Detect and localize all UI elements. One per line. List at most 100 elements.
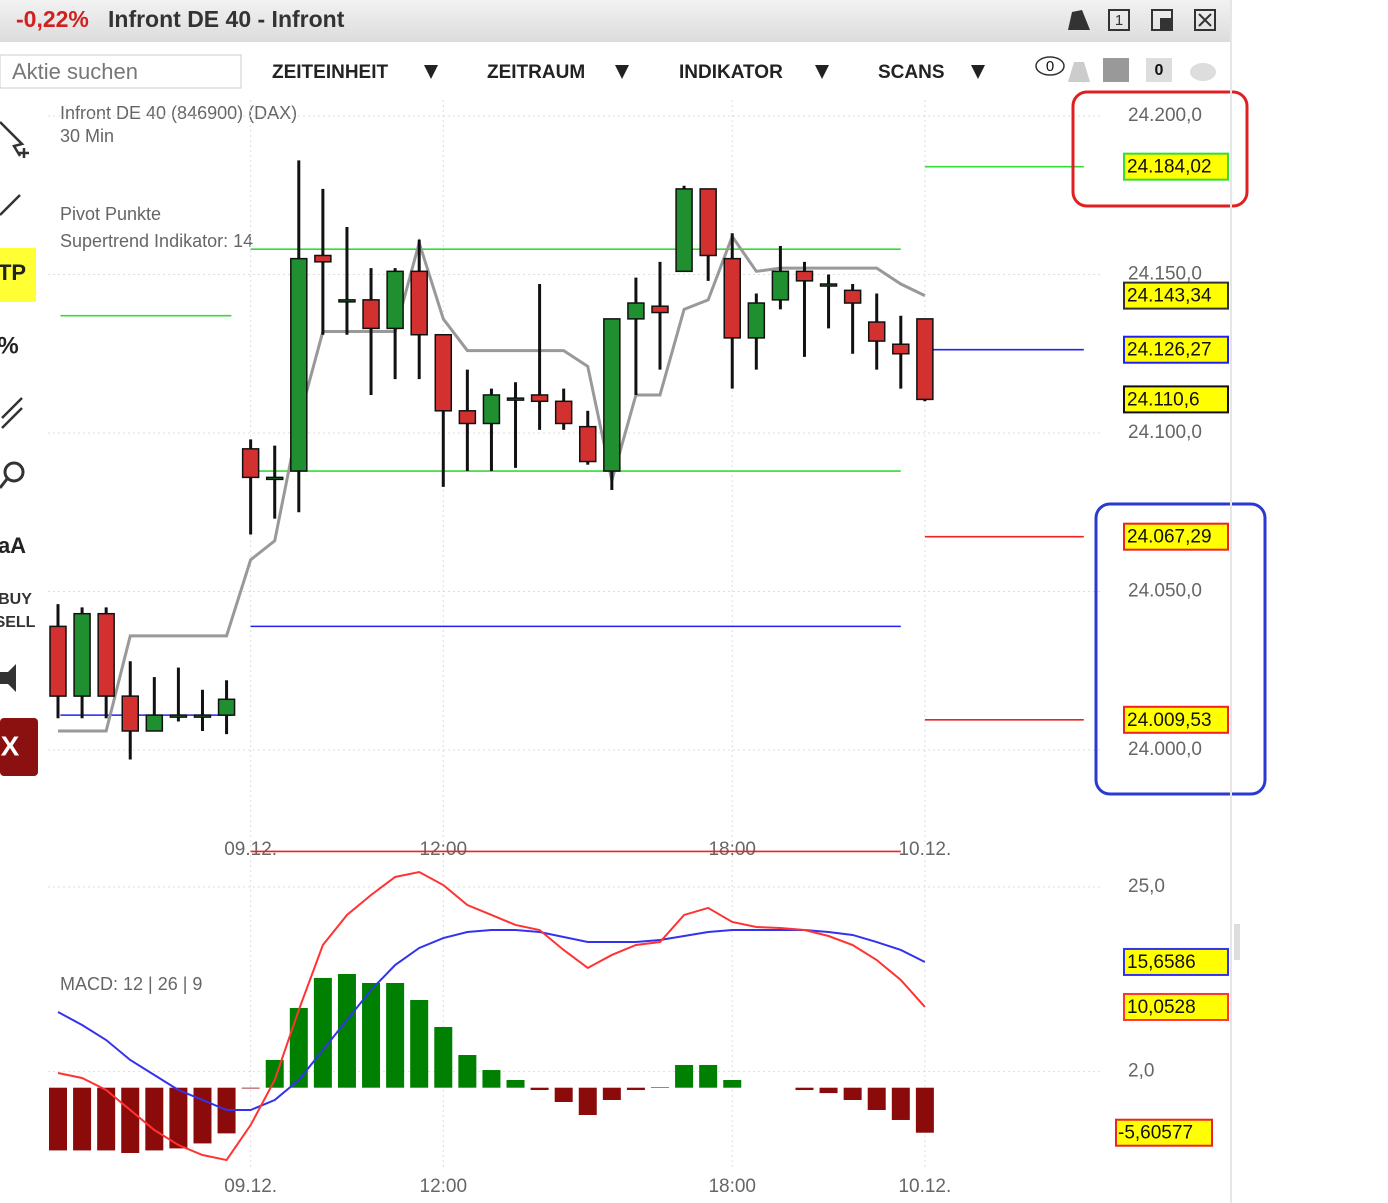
zoom-tool[interactable]: [3, 461, 25, 483]
menu-item[interactable]: INDIKATOR: [679, 62, 783, 83]
macd-histogram-bar: [819, 1087, 838, 1094]
highlight-box-red: [1071, 90, 1249, 208]
macd-line-label: 15,6586: [1127, 952, 1196, 973]
macd-histogram-bar: [362, 982, 381, 1088]
window-1-label: 1: [1115, 12, 1123, 29]
text-tool[interactable]: aA: [0, 533, 26, 558]
macd-histogram-bar: [578, 1087, 597, 1116]
macd-line: [57, 928, 926, 1112]
macd-tick-label: 25,0: [1128, 876, 1165, 897]
macd-histogram-bar: [482, 1070, 501, 1088]
pivot-value-label: 24.009,53: [1127, 710, 1212, 731]
close-icon[interactable]: [1194, 9, 1216, 31]
pivot-value-label: 24.126,27: [1127, 340, 1212, 361]
x-tick-label: 10.12.: [898, 839, 951, 860]
macd-histogram-bar: [843, 1087, 862, 1100]
menu-item[interactable]: ZEITEINHEIT: [272, 62, 389, 83]
supertrend-value-label-box: [1123, 281, 1229, 310]
alert-badge[interactable]: [1035, 56, 1065, 76]
candle-body: [675, 188, 693, 273]
pivot-value-label-box: [1123, 522, 1229, 551]
candle-body: [410, 270, 428, 336]
menu-arrow[interactable]: [615, 65, 629, 79]
legend-instrument: Infront DE 40 (846900) (DAX): [60, 103, 297, 123]
menu-arrow[interactable]: [971, 65, 985, 79]
x-tick-label: 09.12.: [224, 839, 277, 860]
message-badge[interactable]: [1146, 58, 1172, 82]
macd-tick-label: 2,0: [1128, 1061, 1154, 1082]
y-tick-label: 24.150,0: [1128, 264, 1202, 285]
menu-item[interactable]: ZEITRAUM: [487, 62, 585, 83]
plot-area: 24.200,0 24.150,0 24.100,0 24.050,0 24.000,0…: [48, 100, 1229, 1197]
sell-tool[interactable]: SELL: [0, 614, 36, 631]
legend-interval: 30 Min: [60, 126, 114, 146]
candle-body: [386, 270, 404, 330]
tp-tool[interactable]: [0, 248, 36, 302]
macd-histogram-bar: [891, 1087, 910, 1120]
message-badge-count: 0: [1155, 62, 1164, 79]
pivot-value-label-box: [1123, 152, 1229, 181]
change-percent: -0,22%: [16, 6, 89, 32]
candle-body: [193, 714, 212, 718]
macd-histogram-bar: [169, 1087, 188, 1149]
candle-body: [530, 394, 549, 403]
zoom-tool-handle: [0, 478, 9, 489]
channel-tool[interactable]: [1, 397, 23, 429]
candle-body: [73, 612, 91, 697]
macd-histogram-bar: [337, 973, 356, 1088]
macd-histogram-bar: [313, 977, 332, 1088]
tp-label: TP: [0, 260, 26, 285]
search-placeholder: Aktie suchen: [12, 59, 138, 84]
supertrend-value-label: 24.143,34: [1127, 286, 1212, 307]
cloud-icon[interactable]: [1190, 63, 1216, 81]
last-price-label-box: [1123, 385, 1229, 414]
macd-histogram-bar: [675, 1064, 694, 1088]
candle-body: [651, 305, 669, 314]
pin-icon[interactable]: [1068, 10, 1090, 30]
pivot-value-label-box: [1123, 335, 1229, 364]
sound-tool[interactable]: [0, 664, 16, 692]
macd-histogram-bar: [554, 1087, 573, 1102]
candle-body: [169, 714, 188, 718]
window-1-icon[interactable]: [1108, 9, 1130, 31]
macd-histogram-bar: [867, 1087, 886, 1111]
candle-body: [458, 410, 477, 425]
candle-body: [121, 695, 139, 732]
line-tool[interactable]: [0, 194, 21, 216]
y-tick-label: 24.200,0: [1128, 105, 1202, 126]
candle-body: [265, 476, 284, 481]
macd-histogram-bar: [49, 1087, 67, 1151]
candle-body: [579, 425, 597, 463]
menu-item[interactable]: SCANS: [878, 62, 945, 83]
close-tool[interactable]: [0, 718, 38, 776]
pivot-value-label: 24.067,29: [1127, 527, 1212, 548]
candle-body: [434, 333, 453, 412]
buy-tool[interactable]: BUY: [0, 591, 32, 608]
candle-body: [843, 289, 862, 304]
menu-arrow[interactable]: [815, 65, 829, 79]
alert-badge-count: 0: [1046, 58, 1054, 75]
macd-histogram-bar: [386, 982, 405, 1088]
macd-histogram-bar: [915, 1087, 934, 1133]
last-price-label: 24.110,6: [1127, 389, 1200, 410]
maximize-icon[interactable]: [1151, 9, 1173, 31]
cursor-tool[interactable]: [0, 121, 29, 158]
percent-tool[interactable]: %: [0, 332, 19, 359]
legend-macd: MACD: 12 | 26 | 9: [60, 974, 202, 994]
scrollbar[interactable]: [1234, 924, 1240, 960]
list-icon[interactable]: [1103, 58, 1129, 82]
search-box[interactable]: [0, 54, 242, 89]
title-bar: [0, 0, 1230, 42]
bell-icon[interactable]: [1068, 62, 1090, 82]
menu-arrow[interactable]: [424, 65, 438, 79]
macd-histogram-bar: [289, 1007, 308, 1088]
macd-histogram-bar: [723, 1079, 742, 1088]
pivot-value-label: 24.184,02: [1127, 157, 1212, 178]
candle-body: [723, 257, 741, 339]
menu-bar: ZEITEINHEIT ZEITRAUM INDIKATOR SCANS: [272, 62, 985, 83]
candle-body: [603, 318, 621, 472]
macd-histogram-bar: [626, 1087, 645, 1091]
candle-body: [241, 448, 260, 479]
candle-body: [819, 283, 838, 287]
